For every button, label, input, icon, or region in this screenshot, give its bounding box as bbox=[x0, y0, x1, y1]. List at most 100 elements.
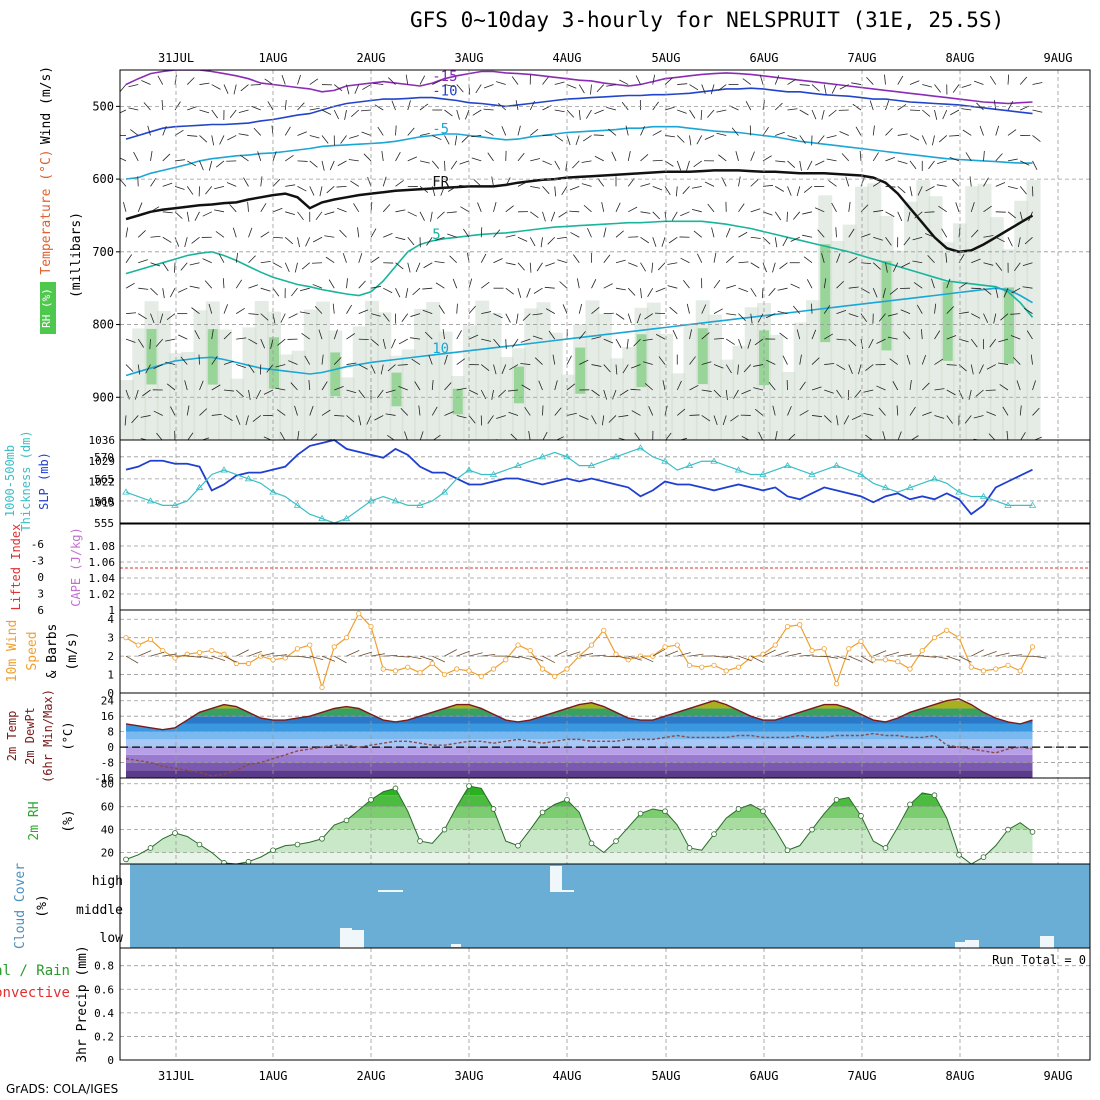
wind-barb bbox=[750, 313, 753, 324]
wind-barb bbox=[120, 84, 127, 93]
wind-barb bbox=[591, 336, 602, 340]
ylabel-pct: (%) bbox=[61, 809, 76, 832]
wind-barb bbox=[332, 303, 335, 314]
wind-speed-point bbox=[368, 623, 374, 630]
wind-barb bbox=[726, 313, 737, 316]
wind-speed-point bbox=[931, 635, 938, 641]
rh-shade-cell bbox=[352, 326, 367, 440]
wind-barb bbox=[817, 229, 825, 238]
wind-barb bbox=[750, 262, 760, 269]
wind-speed-point bbox=[245, 660, 252, 667]
slp-tick-label: 1022 bbox=[89, 476, 116, 489]
rh-point bbox=[515, 842, 521, 849]
ylabel-precip: 3hr Precip (mm) bbox=[75, 945, 90, 1062]
wind-barb bbox=[975, 389, 984, 397]
wind-barb bbox=[860, 176, 865, 187]
wind-barb bbox=[851, 415, 862, 421]
wind-barb bbox=[569, 185, 580, 191]
wind-barb bbox=[351, 109, 360, 117]
wind-barb bbox=[337, 207, 347, 213]
surface-wind-barb bbox=[468, 652, 483, 657]
wind-barb bbox=[410, 337, 421, 340]
thickness-marker bbox=[636, 444, 645, 451]
wind-barb bbox=[615, 202, 621, 212]
wind-barb bbox=[603, 338, 614, 344]
wind-barb bbox=[314, 306, 323, 314]
surface-wind-barb bbox=[358, 651, 373, 657]
wind-speed-point bbox=[527, 647, 533, 654]
wind-barb bbox=[1020, 160, 1030, 166]
wind-barb bbox=[491, 389, 494, 400]
date-label-bottom: 5AUG bbox=[652, 1069, 681, 1083]
wind-barb bbox=[509, 364, 519, 371]
rh-point bbox=[539, 809, 546, 816]
wind-barb bbox=[187, 106, 197, 111]
surface-wind-barb bbox=[971, 649, 984, 657]
wind-barb bbox=[925, 186, 935, 192]
rh-point bbox=[392, 785, 399, 792]
wind-barb bbox=[738, 313, 746, 321]
wind-barb bbox=[138, 313, 147, 320]
wind-barb bbox=[284, 262, 290, 273]
date-label-top: 6AUG bbox=[750, 51, 779, 65]
wind-barb bbox=[753, 364, 764, 367]
rh-point bbox=[809, 826, 815, 833]
wind-barb bbox=[836, 338, 847, 341]
wind-barb bbox=[576, 278, 580, 289]
wind-barb bbox=[821, 253, 825, 263]
wind-barb bbox=[1014, 262, 1021, 272]
wind-barb bbox=[1020, 105, 1030, 111]
wind-barb bbox=[153, 364, 163, 369]
wind-barb bbox=[655, 287, 666, 293]
wind-barb bbox=[979, 125, 984, 136]
wind-barb bbox=[405, 74, 409, 85]
wind-barb bbox=[855, 126, 862, 136]
wind-barb bbox=[815, 160, 825, 166]
wind-barb bbox=[346, 362, 357, 365]
wind-barb bbox=[353, 203, 360, 213]
wind-barb bbox=[186, 186, 194, 195]
wind-barb bbox=[962, 441, 971, 446]
cape-tick-label: 1.02 bbox=[89, 588, 116, 601]
wind-barb bbox=[444, 135, 450, 145]
wind-barb bbox=[147, 125, 151, 136]
rh-point bbox=[711, 831, 717, 837]
wind-barb bbox=[128, 84, 139, 88]
wind-barb bbox=[831, 84, 837, 94]
wind-speed-point bbox=[821, 646, 827, 652]
rh-shade-cell bbox=[120, 380, 134, 440]
wind-barb bbox=[422, 287, 433, 290]
thickness-marker bbox=[734, 466, 743, 473]
wind-barb bbox=[517, 152, 525, 162]
rh-tick-label: 60 bbox=[101, 801, 114, 814]
rh-shade-cell bbox=[683, 323, 698, 440]
precip-tick-label: 0.8 bbox=[94, 960, 114, 973]
wind-barb bbox=[358, 338, 369, 341]
wind-barb bbox=[664, 405, 668, 416]
wind-barb bbox=[505, 339, 507, 350]
wind-speed-point bbox=[1029, 644, 1036, 650]
wind-speed-point bbox=[160, 647, 166, 654]
wind-barb bbox=[591, 307, 600, 314]
wind-barb bbox=[811, 329, 817, 340]
wind-barb bbox=[454, 135, 458, 146]
wind-barb bbox=[385, 413, 396, 416]
ylabel-total-rain: Total / Rain bbox=[0, 963, 70, 979]
wind-barb bbox=[191, 236, 200, 244]
wind-barb bbox=[811, 386, 822, 391]
wind-barb bbox=[654, 312, 666, 315]
rh-shade-cell bbox=[156, 310, 171, 440]
wind-barb bbox=[260, 231, 270, 238]
wind-barb bbox=[863, 389, 874, 393]
wind-barb bbox=[374, 415, 384, 421]
wind-barb bbox=[133, 151, 139, 162]
wind-barb bbox=[669, 306, 678, 314]
wind-barb bbox=[689, 356, 696, 365]
slp-tick-label: 1015 bbox=[89, 496, 116, 509]
wind-barb bbox=[349, 135, 359, 139]
wind-barb bbox=[946, 306, 954, 314]
wind-barb bbox=[922, 84, 933, 88]
wind-barb bbox=[297, 211, 304, 221]
wind-barb bbox=[550, 211, 556, 222]
wind-barb bbox=[480, 253, 487, 263]
